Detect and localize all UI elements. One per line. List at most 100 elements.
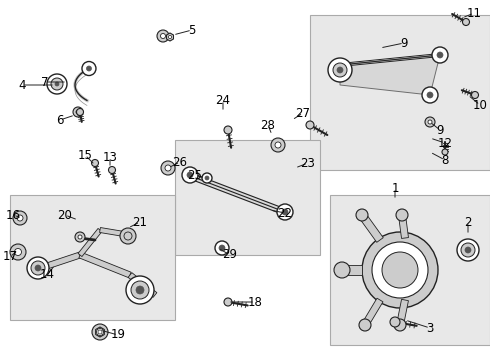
Circle shape bbox=[461, 243, 475, 257]
Circle shape bbox=[51, 78, 63, 90]
Text: 11: 11 bbox=[466, 6, 482, 19]
Circle shape bbox=[35, 265, 41, 271]
Circle shape bbox=[73, 107, 83, 117]
Text: 12: 12 bbox=[438, 136, 452, 149]
Circle shape bbox=[169, 35, 171, 39]
Circle shape bbox=[108, 166, 116, 174]
Circle shape bbox=[396, 209, 408, 221]
Polygon shape bbox=[79, 252, 131, 278]
Text: 29: 29 bbox=[222, 248, 238, 261]
Text: 19: 19 bbox=[111, 328, 125, 342]
Circle shape bbox=[275, 142, 281, 148]
Text: 14: 14 bbox=[40, 269, 54, 282]
Circle shape bbox=[76, 110, 80, 114]
Circle shape bbox=[277, 204, 293, 220]
Circle shape bbox=[372, 242, 428, 298]
Text: 15: 15 bbox=[77, 149, 93, 162]
Polygon shape bbox=[340, 55, 440, 95]
Circle shape bbox=[55, 82, 59, 86]
Circle shape bbox=[465, 247, 471, 253]
Circle shape bbox=[390, 317, 400, 327]
Circle shape bbox=[432, 47, 448, 63]
Circle shape bbox=[98, 330, 102, 334]
Text: 5: 5 bbox=[188, 23, 196, 36]
Circle shape bbox=[271, 138, 285, 152]
Circle shape bbox=[224, 126, 232, 134]
Text: 27: 27 bbox=[295, 107, 311, 120]
Polygon shape bbox=[167, 33, 173, 41]
Circle shape bbox=[224, 298, 232, 306]
Circle shape bbox=[27, 257, 49, 279]
Circle shape bbox=[442, 149, 448, 155]
Polygon shape bbox=[362, 298, 383, 327]
Circle shape bbox=[205, 176, 209, 180]
Polygon shape bbox=[340, 265, 362, 275]
Circle shape bbox=[92, 159, 98, 166]
Polygon shape bbox=[34, 252, 81, 273]
Text: 18: 18 bbox=[247, 296, 263, 309]
Polygon shape bbox=[128, 273, 157, 297]
Circle shape bbox=[328, 58, 352, 82]
Circle shape bbox=[125, 233, 131, 239]
Circle shape bbox=[31, 261, 45, 275]
Circle shape bbox=[437, 52, 443, 58]
Polygon shape bbox=[359, 213, 383, 242]
Circle shape bbox=[427, 92, 433, 98]
Text: 9: 9 bbox=[436, 123, 444, 136]
Text: 4: 4 bbox=[18, 78, 26, 91]
Text: 1: 1 bbox=[391, 181, 399, 194]
Circle shape bbox=[17, 215, 23, 221]
Circle shape bbox=[219, 245, 225, 251]
Circle shape bbox=[359, 319, 371, 331]
Circle shape bbox=[76, 108, 83, 116]
Text: 10: 10 bbox=[472, 99, 488, 112]
Text: 26: 26 bbox=[172, 156, 188, 168]
Circle shape bbox=[161, 161, 175, 175]
Circle shape bbox=[187, 172, 193, 178]
Circle shape bbox=[334, 262, 350, 278]
Circle shape bbox=[161, 33, 166, 39]
Circle shape bbox=[97, 328, 103, 336]
Circle shape bbox=[126, 276, 154, 304]
Circle shape bbox=[92, 324, 108, 340]
Bar bbox=[10, 195, 175, 320]
Circle shape bbox=[131, 281, 149, 299]
Text: 20: 20 bbox=[57, 208, 73, 221]
Circle shape bbox=[306, 121, 314, 129]
Circle shape bbox=[337, 67, 343, 73]
Circle shape bbox=[165, 165, 171, 171]
Circle shape bbox=[428, 120, 432, 124]
Circle shape bbox=[425, 117, 435, 127]
Circle shape bbox=[120, 228, 136, 244]
Circle shape bbox=[182, 167, 198, 183]
Circle shape bbox=[47, 74, 67, 94]
Circle shape bbox=[136, 286, 144, 294]
Circle shape bbox=[356, 209, 368, 221]
Text: 24: 24 bbox=[216, 94, 230, 107]
Polygon shape bbox=[96, 327, 104, 337]
Polygon shape bbox=[398, 215, 409, 238]
Text: 9: 9 bbox=[400, 36, 408, 50]
Text: 6: 6 bbox=[56, 113, 64, 126]
Circle shape bbox=[362, 232, 438, 308]
Text: 28: 28 bbox=[261, 118, 275, 131]
Circle shape bbox=[15, 248, 22, 256]
Circle shape bbox=[471, 91, 479, 99]
Text: 25: 25 bbox=[188, 168, 202, 181]
Polygon shape bbox=[396, 299, 409, 326]
Text: 3: 3 bbox=[426, 321, 434, 334]
Polygon shape bbox=[99, 228, 130, 238]
Circle shape bbox=[463, 18, 469, 26]
Circle shape bbox=[457, 239, 479, 261]
Circle shape bbox=[282, 209, 288, 215]
Circle shape bbox=[382, 252, 418, 288]
Text: 23: 23 bbox=[300, 157, 316, 170]
Circle shape bbox=[78, 235, 82, 239]
Text: 22: 22 bbox=[277, 207, 293, 220]
Text: 16: 16 bbox=[5, 208, 21, 221]
Text: 2: 2 bbox=[464, 216, 472, 229]
Circle shape bbox=[202, 173, 212, 183]
Text: 13: 13 bbox=[102, 150, 118, 163]
Circle shape bbox=[422, 87, 438, 103]
Bar bbox=[330, 195, 490, 345]
